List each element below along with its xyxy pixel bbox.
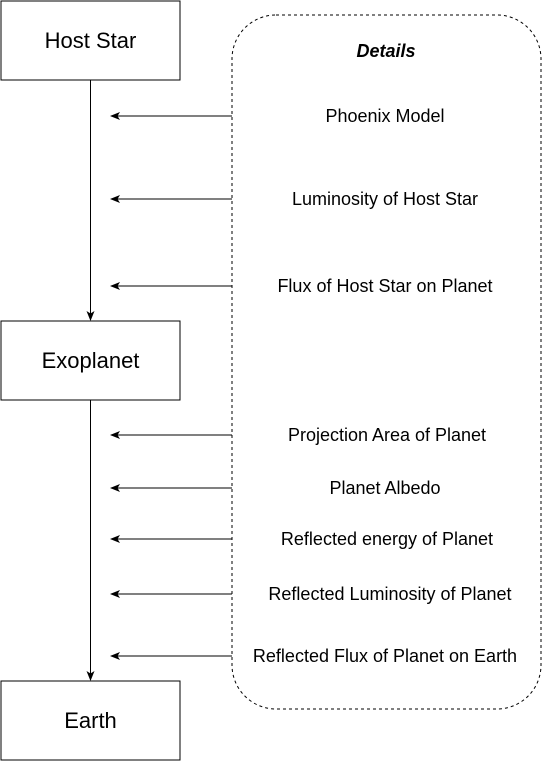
detail-rows: Phoenix Model Luminosity of Host Star Fl… [110, 106, 517, 666]
host-star-label: Host Star [45, 28, 137, 53]
detail-label: Reflected energy of Planet [281, 529, 493, 549]
exoplanet-node: Exoplanet [0, 320, 181, 401]
detail-row: Projection Area of Planet [110, 425, 486, 445]
detail-label: Luminosity of Host Star [292, 189, 478, 209]
detail-row: Planet Albedo [110, 478, 441, 498]
detail-row: Reflected Flux of Planet on Earth [110, 646, 517, 666]
host-star-node: Host Star [0, 0, 181, 81]
earth-label: Earth [64, 708, 117, 733]
detail-row: Flux of Host Star on Planet [110, 276, 493, 296]
detail-label: Reflected Luminosity of Planet [268, 584, 511, 604]
detail-label: Flux of Host Star on Planet [277, 276, 492, 296]
detail-label: Planet Albedo [329, 478, 440, 498]
exoplanet-label: Exoplanet [42, 348, 140, 373]
earth-node: Earth [0, 680, 181, 761]
detail-row: Luminosity of Host Star [110, 189, 478, 209]
detail-label: Phoenix Model [325, 106, 444, 126]
detail-label: Reflected Flux of Planet on Earth [253, 646, 517, 666]
details-container [231, 14, 542, 710]
detail-label: Projection Area of Planet [288, 425, 486, 445]
detail-row: Reflected energy of Planet [110, 529, 493, 549]
details-title: Details [356, 41, 415, 61]
detail-row: Reflected Luminosity of Planet [110, 584, 512, 604]
detail-row: Phoenix Model [110, 106, 445, 126]
